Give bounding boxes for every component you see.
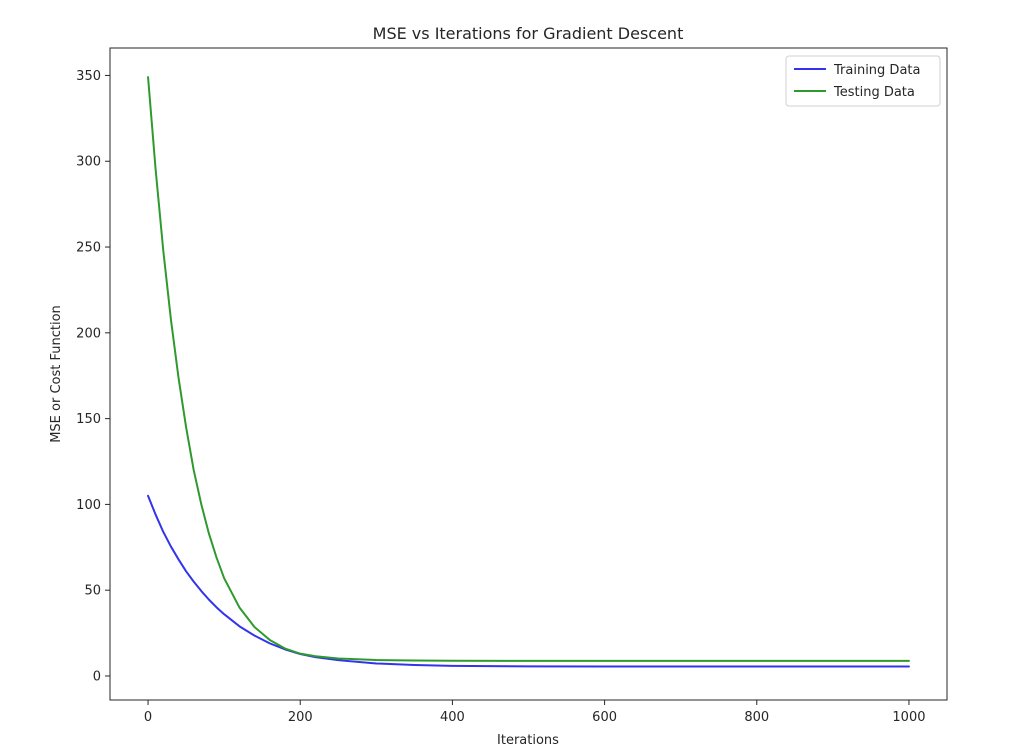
x-tick-label: 800 <box>744 710 769 725</box>
legend-label-testing: Testing Data <box>833 85 915 100</box>
series-layer <box>147 76 910 668</box>
y-tick-label: 300 <box>76 155 101 170</box>
x-tick-label: 400 <box>440 710 465 725</box>
y-axis: 0 50 100 150 200 250 300 350 <box>76 69 110 684</box>
y-axis-label: MSE or Cost Function <box>49 305 64 443</box>
y-tick-label: 200 <box>76 326 101 341</box>
chart-title: MSE vs Iterations for Gradient Descent <box>373 24 684 43</box>
plot-frame <box>109 47 948 701</box>
legend-label-training: Training Data <box>833 63 920 78</box>
x-tick-label: 0 <box>144 710 152 725</box>
x-axis: 0 200 400 600 800 1000 <box>144 700 926 725</box>
x-tick-label: 200 <box>288 710 313 725</box>
y-tick-label: 0 <box>93 669 101 684</box>
series-line-training <box>147 494 910 668</box>
y-tick-label: 250 <box>76 241 101 256</box>
y-tick-label: 150 <box>76 412 101 427</box>
series-line-testing <box>147 76 910 662</box>
y-tick-label: 350 <box>76 69 101 84</box>
x-axis-label: Iterations <box>497 733 559 748</box>
x-tick-label: 1000 <box>892 710 925 725</box>
y-tick-label: 50 <box>84 584 101 599</box>
legend: Training Data Testing Data <box>785 55 941 107</box>
y-tick-label: 100 <box>76 498 101 513</box>
x-tick-label: 600 <box>592 710 617 725</box>
